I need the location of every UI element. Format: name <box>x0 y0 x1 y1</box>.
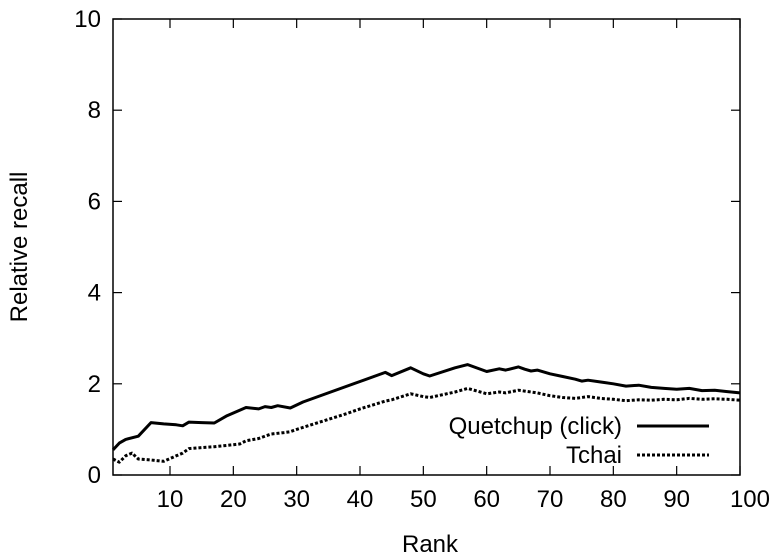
plot-area-frame <box>112 18 741 476</box>
y-tick-label: 4 <box>88 280 101 307</box>
legend: Quetchup (click) Tchai <box>449 413 709 469</box>
x-axis-title: Rank <box>402 531 459 558</box>
x-tick-label: 100 <box>730 486 770 513</box>
y-axis-title: Relative recall <box>6 172 33 323</box>
x-tick-label: 60 <box>473 486 500 513</box>
x-tick-label: 10 <box>157 486 184 513</box>
series-line-quetchup <box>111 363 741 451</box>
legend-label-tchai: Tchai <box>566 442 622 469</box>
y-tick-label: 0 <box>88 462 101 489</box>
x-tick-label: 30 <box>283 486 310 513</box>
x-tick-label: 20 <box>220 486 247 513</box>
x-tick-label: 90 <box>663 486 690 513</box>
tick-label-layer: 0 2 4 6 8 10 10 20 30 40 50 60 70 80 90 100 <box>74 6 770 513</box>
tick-marks-layer <box>113 18 741 476</box>
y-tick-label: 6 <box>88 188 101 215</box>
x-tick-label: 70 <box>537 486 564 513</box>
legend-label-quetchup: Quetchup (click) <box>449 413 622 440</box>
x-tick-label: 40 <box>347 486 374 513</box>
y-tick-label: 2 <box>88 371 101 398</box>
y-tick-label: 8 <box>88 97 101 124</box>
x-tick-label: 80 <box>600 486 627 513</box>
y-tick-label: 10 <box>74 6 101 33</box>
x-tick-label: 50 <box>410 486 437 513</box>
series-layer <box>111 363 741 464</box>
series-line-tchai <box>112 386 741 464</box>
